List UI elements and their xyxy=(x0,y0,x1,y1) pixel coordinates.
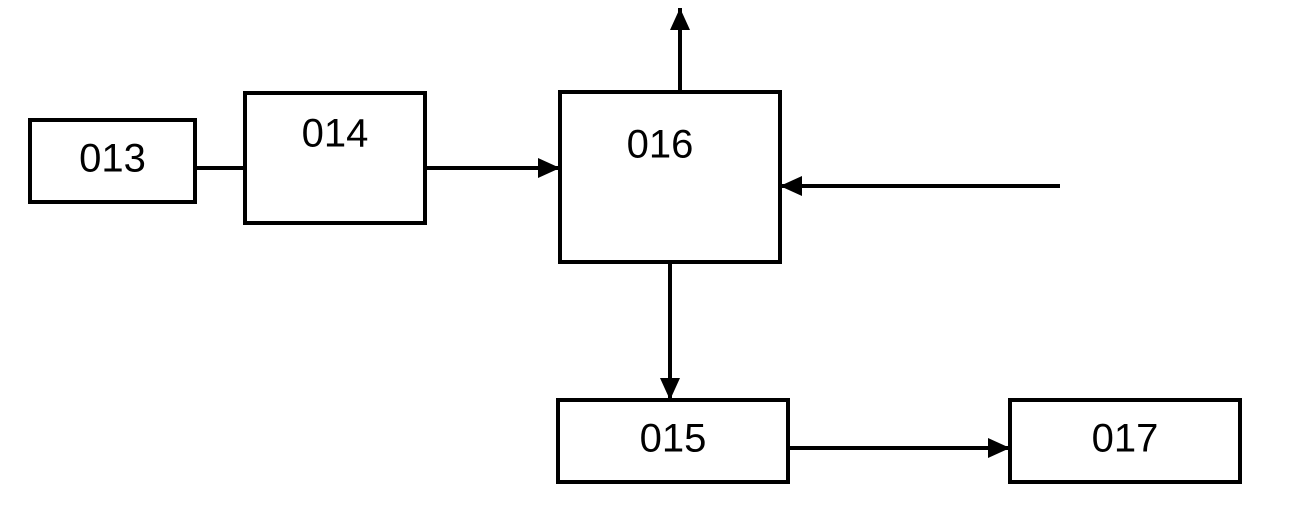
node-box-n016 xyxy=(560,92,780,262)
node-label-n014: 014 xyxy=(302,112,369,156)
node-n014: 014 xyxy=(245,93,425,223)
node-n016: 016 xyxy=(560,92,780,262)
node-label-n016: 016 xyxy=(627,123,694,167)
node-label-n013: 013 xyxy=(79,137,146,181)
node-n013: 013 xyxy=(30,120,195,202)
node-n015: 015 xyxy=(558,400,788,482)
nodes-layer: 013 014 016 015 017 xyxy=(30,92,1240,482)
node-n017: 017 xyxy=(1010,400,1240,482)
node-label-n017: 017 xyxy=(1092,417,1159,461)
flowchart-canvas: 013 014 016 015 017 xyxy=(0,0,1302,514)
node-label-n015: 015 xyxy=(640,417,707,461)
